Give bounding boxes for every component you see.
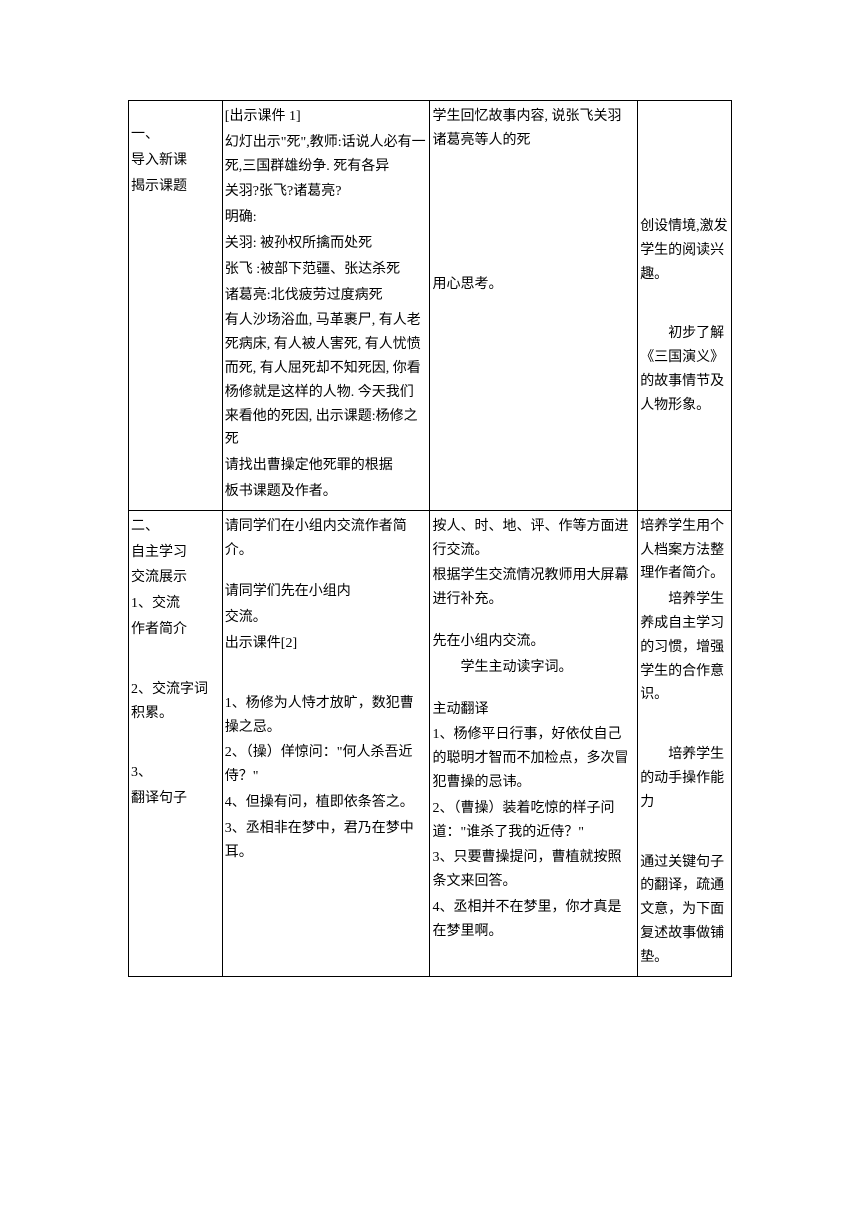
- text: 诸葛亮:北伐疲劳过度病死: [225, 284, 428, 308]
- text: 2、（曹操）装着吃惊的样子问道："谁杀了我的近侍？": [432, 797, 635, 845]
- text: 按人、时、地、评、作等方面进行交流。: [432, 515, 635, 563]
- text: 二、: [131, 515, 220, 539]
- text: 培养学生用个人档案方法整理作者简介。: [640, 515, 729, 586]
- text: 揭示课题: [131, 175, 220, 199]
- text: 主动翻译: [432, 698, 635, 722]
- cell-section: 一、 导入新课 揭示课题: [129, 101, 223, 511]
- text: 培养学生的动手操作能力: [640, 743, 729, 814]
- table-row: 二、 自主学习 交流展示 1、交流 作者简介 2、交流字词积累。 3、 翻译句子…: [129, 510, 732, 976]
- text: 2、交流字词积累。: [131, 678, 220, 726]
- text: 自主学习: [131, 541, 220, 565]
- text: 翻译句子: [131, 787, 220, 811]
- text: 请找出曹操定他死罪的根据: [225, 454, 428, 478]
- text: 3、只要曹操提问，曹植就按照条文来回答。: [432, 846, 635, 894]
- text: 创设情境,激发学生的阅读兴趣。: [640, 215, 729, 286]
- text: 3、: [131, 761, 220, 785]
- text: 4、但操有问，植即依条答之。: [225, 791, 428, 815]
- text: 初步了解《三国演义》的故事情节及人物形象。: [640, 322, 729, 417]
- text: 一、: [131, 123, 220, 147]
- text: 3、丞相非在梦中，君乃在梦中耳。: [225, 817, 428, 865]
- cell-purpose: 培养学生用个人档案方法整理作者简介。 培养学生养成自主学习的习惯，增强学生的合作…: [638, 510, 732, 976]
- text: 交流展示: [131, 566, 220, 590]
- cell-teacher: [出示课件 1] 幻灯出示"死",教师:话说人必有一死,三国群雄纷争. 死有各异…: [222, 101, 430, 511]
- text: 请同学们在小组内交流作者简介。: [225, 515, 428, 563]
- text: 4、丞相并不在梦里，你才真是在梦里啊。: [432, 896, 635, 944]
- text: 有人沙场浴血, 马革裹尸, 有人老死病床, 有人被人害死, 有人忧愤而死, 有人…: [225, 309, 428, 452]
- cell-section: 二、 自主学习 交流展示 1、交流 作者简介 2、交流字词积累。 3、 翻译句子: [129, 510, 223, 976]
- text: 1、杨修为人恃才放旷，数犯曹操之忌。: [225, 692, 428, 740]
- lesson-plan-table: 一、 导入新课 揭示课题 [出示课件 1] 幻灯出示"死",教师:话说人必有一死…: [128, 100, 732, 977]
- text: 幻灯出示"死",教师:话说人必有一死,三国群雄纷争. 死有各异: [225, 131, 428, 179]
- text: 出示课件[2]: [225, 632, 428, 656]
- cell-teacher: 请同学们在小组内交流作者简介。 请同学们先在小组内 交流。 出示课件[2] 1、…: [222, 510, 430, 976]
- text: 交流。: [225, 606, 428, 630]
- cell-student: 学生回忆故事内容, 说张飞关羽诸葛亮等人的死 用心思考。: [430, 101, 638, 511]
- text: 通过关键句子的翻译，疏通文意，为下面复述故事做铺垫。: [640, 851, 729, 970]
- text: 关羽: 被孙权所擒而处死: [225, 232, 428, 256]
- text: 先在小组内交流。: [432, 630, 635, 654]
- text: 用心思考。: [432, 273, 635, 297]
- text: 学生主动读字词。: [432, 656, 635, 680]
- text: 1、杨修平日行事，好依仗自己的聪明才智而不加检点，多次冒犯曹操的忌讳。: [432, 723, 635, 794]
- cell-purpose: 创设情境,激发学生的阅读兴趣。 初步了解《三国演义》的故事情节及人物形象。: [638, 101, 732, 511]
- text: 明确:: [225, 206, 428, 230]
- cell-student: 按人、时、地、评、作等方面进行交流。 根据学生交流情况教师用大屏幕进行补充。 先…: [430, 510, 638, 976]
- text: 导入新课: [131, 149, 220, 173]
- text: [出示课件 1]: [225, 105, 428, 129]
- text: 2、（操）佯惊问："何人杀吾近侍？": [225, 741, 428, 789]
- text: 根据学生交流情况教师用大屏幕进行补充。: [432, 564, 635, 612]
- text: 作者简介: [131, 618, 220, 642]
- table-row: 一、 导入新课 揭示课题 [出示课件 1] 幻灯出示"死",教师:话说人必有一死…: [129, 101, 732, 511]
- text: 培养学生养成自主学习的习惯，增强学生的合作意识。: [640, 588, 729, 707]
- text: 板书课题及作者。: [225, 480, 428, 504]
- text: 1、交流: [131, 592, 220, 616]
- text: 关羽?张飞?诸葛亮?: [225, 180, 428, 204]
- text: 张飞 :被部下范疆、张达杀死: [225, 258, 428, 282]
- text: 学生回忆故事内容, 说张飞关羽诸葛亮等人的死: [432, 105, 635, 153]
- text: 请同学们先在小组内: [225, 580, 428, 604]
